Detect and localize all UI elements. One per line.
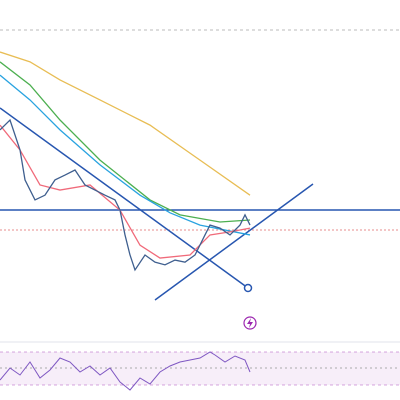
trend-line xyxy=(0,107,249,289)
series-line xyxy=(0,51,251,196)
series-line xyxy=(0,124,251,259)
anchor-handle[interactable] xyxy=(243,283,253,293)
series-line xyxy=(0,61,251,223)
oscillator-line xyxy=(0,351,251,391)
series-line xyxy=(0,74,251,236)
trend-line xyxy=(154,183,314,301)
series-line xyxy=(0,118,251,272)
plot-area xyxy=(0,51,251,272)
alert-icon-bolt xyxy=(247,318,253,328)
